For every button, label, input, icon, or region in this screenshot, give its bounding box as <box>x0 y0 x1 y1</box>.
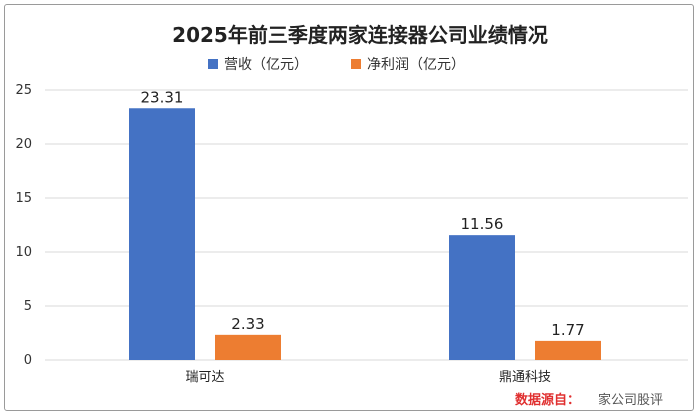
legend-swatch-net-profit <box>351 59 361 69</box>
data-label: 11.56 <box>461 215 504 233</box>
y-tick-label: 20 <box>15 137 32 152</box>
x-axis-categories: 瑞可达 鼎通科技 <box>185 370 551 385</box>
y-tick-label: 10 <box>15 245 32 260</box>
chart-title: 2025年前三季度两家连接器公司业绩情况 <box>172 23 548 47</box>
source-label: 数据源自： <box>515 392 580 408</box>
data-label: 1.77 <box>551 321 584 339</box>
y-axis-ticks: 0 5 10 15 20 25 <box>15 83 32 368</box>
y-tick-label: 0 <box>24 353 32 368</box>
data-label: 23.31 <box>141 88 184 106</box>
category-label: 瑞可达 <box>185 370 224 385</box>
bar-revenue <box>449 235 515 360</box>
legend-label-net-profit: 净利润（亿元） <box>367 57 465 73</box>
legend: 营收（亿元） 净利润（亿元） <box>208 57 465 73</box>
watermark-text: 家公司股评 <box>598 392 663 408</box>
data-label: 2.33 <box>231 315 264 333</box>
bar-revenue <box>129 108 195 360</box>
bar-net-profit <box>215 334 281 360</box>
bars <box>129 108 601 360</box>
legend-label-revenue: 营收（亿元） <box>224 57 308 73</box>
data-labels: 23.31 11.56 2.33 1.77 <box>141 88 585 339</box>
bar-net-profit <box>535 340 601 360</box>
y-tick-label: 15 <box>15 191 32 206</box>
legend-swatch-revenue <box>208 59 218 69</box>
y-tick-label: 5 <box>24 299 32 314</box>
y-tick-label: 25 <box>15 83 32 98</box>
category-label: 鼎通科技 <box>499 370 551 385</box>
